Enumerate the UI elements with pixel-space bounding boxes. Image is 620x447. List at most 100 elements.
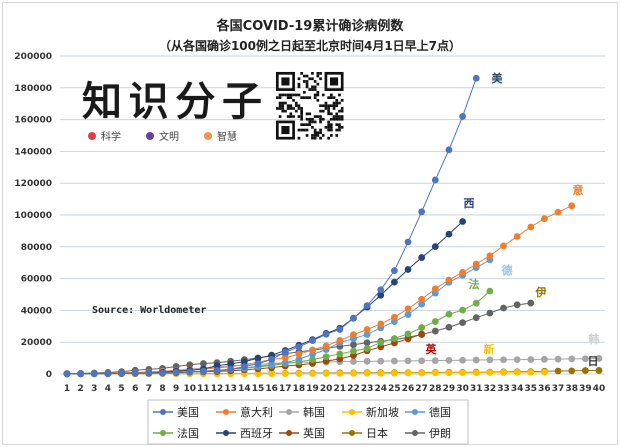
legend-label: 日本 <box>366 426 388 440</box>
series-end-label: 德 <box>501 263 513 277</box>
data-point <box>459 319 466 326</box>
qr-module <box>327 96 330 99</box>
qr-module <box>294 101 298 105</box>
logo-tag-label: 智慧 <box>217 130 237 143</box>
qr-module <box>313 120 317 124</box>
qr-module <box>289 115 293 118</box>
qr-module <box>327 136 330 140</box>
qr-module <box>297 107 301 110</box>
data-point <box>145 369 153 377</box>
data-point <box>541 355 548 363</box>
data-point <box>459 113 466 120</box>
data-point <box>418 254 426 261</box>
qr-module <box>300 107 303 110</box>
series-line <box>66 221 463 375</box>
data-point <box>527 368 535 376</box>
data-point <box>445 276 453 284</box>
qr-module <box>313 128 317 132</box>
qr-module <box>330 96 333 99</box>
data-point <box>445 323 453 331</box>
qr-module <box>332 107 336 110</box>
data-point <box>322 353 330 361</box>
data-point <box>309 370 316 377</box>
x-tick-label: 26 <box>402 384 415 394</box>
x-tick-label: 30 <box>456 384 469 394</box>
x-tick-label: 8 <box>159 384 165 394</box>
qr-module <box>327 128 330 132</box>
qr-module <box>278 104 282 108</box>
x-tick-label: 37 <box>552 384 565 394</box>
x-tick-label: 19 <box>306 384 319 394</box>
qr-module <box>311 88 314 91</box>
qr-module <box>303 123 306 126</box>
data-point <box>404 369 412 377</box>
data-point <box>281 354 289 362</box>
data-point <box>322 342 330 350</box>
qr-module <box>289 96 293 99</box>
data-point <box>90 370 98 378</box>
legend-marker-icon <box>349 409 355 415</box>
qr-finder <box>324 71 344 91</box>
series-end-label: 西 <box>464 197 475 210</box>
qr-module <box>319 109 322 113</box>
qr-module <box>278 96 282 99</box>
series-end-label: 意 <box>573 183 584 197</box>
qr-module <box>303 80 306 83</box>
qr-module <box>297 82 301 86</box>
data-point <box>568 355 576 363</box>
data-point <box>118 370 125 377</box>
data-point <box>350 314 357 322</box>
qr-module <box>316 134 320 137</box>
x-tick-label: 35 <box>525 384 538 394</box>
data-point <box>513 356 521 364</box>
qr-module <box>297 104 301 108</box>
logo-dot-icon <box>204 132 212 140</box>
series-意大利 <box>63 202 576 378</box>
series-end-label: 新 <box>484 342 495 356</box>
data-point <box>363 369 371 377</box>
qr-module <box>305 80 309 83</box>
qr-module <box>316 99 320 102</box>
qr-module <box>313 134 317 137</box>
data-point <box>445 369 453 377</box>
qr-module <box>311 126 314 129</box>
legend-label: 法国 <box>177 426 199 440</box>
data-point <box>568 367 576 375</box>
qr-module <box>338 123 341 126</box>
x-tick-label: 6 <box>132 384 138 394</box>
data-point <box>581 367 589 374</box>
qr-module <box>338 101 341 105</box>
qr-module <box>335 123 339 126</box>
qr-module <box>324 101 328 105</box>
data-point <box>445 310 453 318</box>
x-tick-label: 5 <box>118 384 124 394</box>
qr-module <box>300 123 303 126</box>
data-point <box>404 330 412 338</box>
series-美国 <box>63 74 480 378</box>
qr-module <box>303 74 306 78</box>
qr-module <box>281 93 285 97</box>
x-tick-label: 28 <box>429 384 442 394</box>
qr-module <box>335 112 339 116</box>
data-point <box>472 260 480 268</box>
qr-module <box>308 77 312 81</box>
data-point <box>309 346 316 354</box>
legend-box <box>147 399 469 445</box>
logo-dot-icon <box>88 132 96 140</box>
data-point <box>527 356 535 363</box>
data-point <box>486 369 494 376</box>
data-point <box>322 370 330 377</box>
qr-module <box>340 126 344 129</box>
logo-tag-label: 科学 <box>101 130 121 143</box>
qr-module <box>332 115 336 118</box>
data-point <box>431 285 439 293</box>
data-point <box>390 357 398 365</box>
y-tick-label: 180000 <box>14 84 52 94</box>
data-point <box>568 202 576 210</box>
data-point <box>459 218 466 225</box>
data-point <box>431 369 439 377</box>
qr-module <box>311 120 314 124</box>
data-point <box>500 356 507 364</box>
legend-marker-icon <box>412 409 418 415</box>
qr-module <box>321 134 325 137</box>
